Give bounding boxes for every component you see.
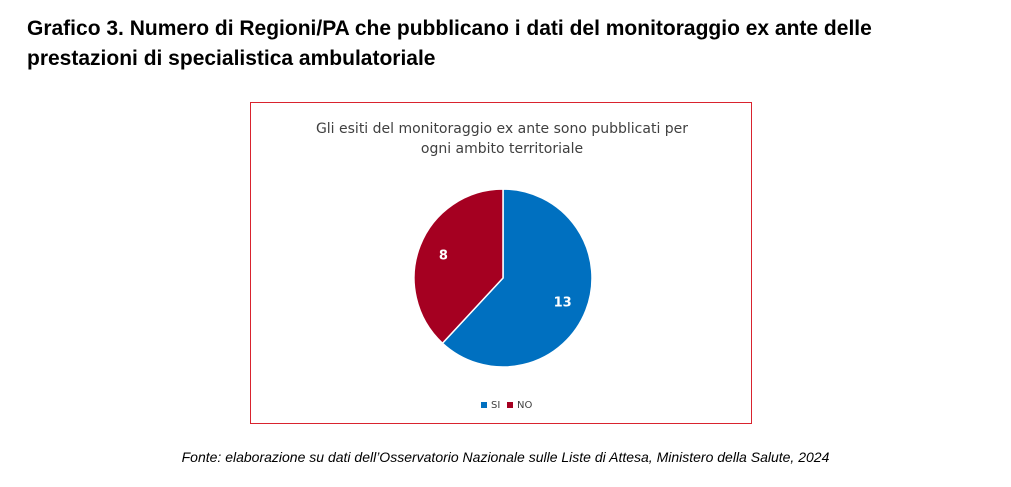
chart-title-line-1: Gli esiti del monitoraggio ex ante sono … xyxy=(316,121,688,137)
chart-frame: Gli esiti del monitoraggio ex ante sono … xyxy=(250,102,752,424)
pie-data-labels: 13 8 xyxy=(439,249,572,311)
data-label-no: 8 xyxy=(439,249,448,264)
pie-slices xyxy=(413,188,593,368)
pie-chart: Gli esiti del monitoraggio ex ante sono … xyxy=(316,121,688,411)
legend-label-no: NO xyxy=(517,400,532,411)
legend-swatch-si xyxy=(481,402,487,408)
legend-swatch-no xyxy=(507,402,513,408)
pie-slice-si xyxy=(441,188,593,368)
pie-slice-no xyxy=(413,188,504,345)
data-label-si: 13 xyxy=(554,295,572,310)
heading-line-1: Grafico 3. Numero di Regioni/PA che pubb… xyxy=(27,17,872,40)
chart-legend: SI NO xyxy=(481,400,532,411)
chart-heading: Grafico 3. Numero di Regioni/PA che pubb… xyxy=(27,14,997,74)
source-note: Fonte: elaborazione su dati dell’Osserva… xyxy=(181,449,830,465)
legend-label-si: SI xyxy=(491,400,500,411)
heading-line-2: prestazioni di specialistica ambulatoria… xyxy=(27,47,436,70)
chart-title-line-2: ogni ambito territoriale xyxy=(421,141,583,157)
